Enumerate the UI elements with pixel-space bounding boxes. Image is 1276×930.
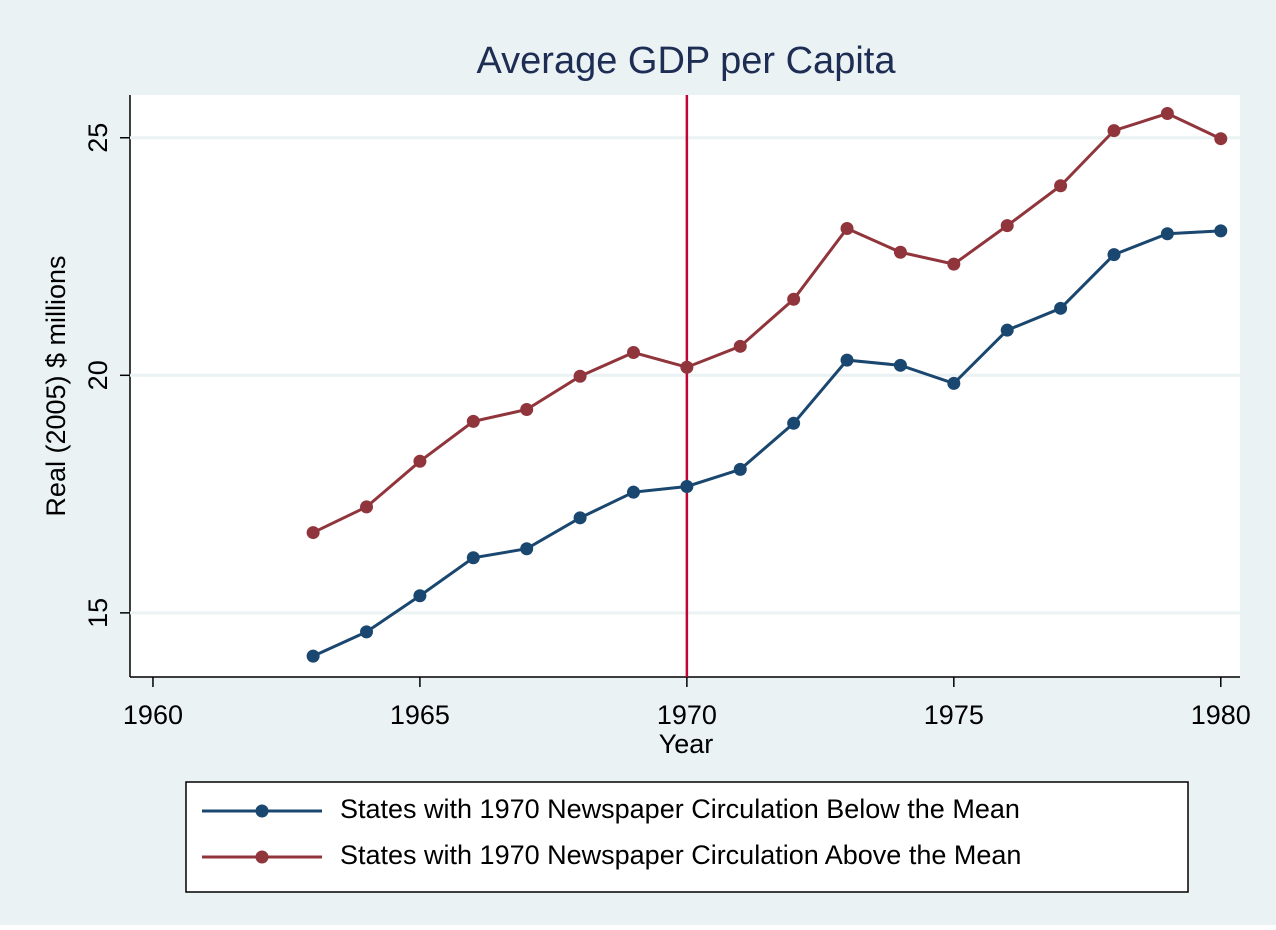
y-axis-label: Real (2005) $ millions xyxy=(41,255,71,516)
data-point xyxy=(520,542,534,556)
series-line xyxy=(312,229,1221,658)
x-tick-label: 1970 xyxy=(657,700,717,730)
y-tick-label: 20 xyxy=(83,360,113,390)
data-point xyxy=(306,526,320,540)
x-tick-label: 1975 xyxy=(924,700,984,730)
series-line xyxy=(312,111,1222,534)
data-point xyxy=(840,353,854,367)
data-point xyxy=(787,292,801,306)
data-point xyxy=(360,625,374,639)
legend-marker xyxy=(255,804,269,818)
legend-marker xyxy=(255,850,269,864)
data-point xyxy=(573,511,587,525)
plot-area xyxy=(130,95,1240,677)
data-point xyxy=(1107,248,1121,262)
data-point xyxy=(1160,107,1174,121)
y-tick-label: 25 xyxy=(83,123,113,153)
data-point xyxy=(787,416,801,430)
data-point xyxy=(466,414,480,428)
data-point xyxy=(1000,219,1014,233)
data-point xyxy=(520,403,534,417)
data-point xyxy=(680,360,694,374)
data-point xyxy=(1000,323,1014,337)
data-point xyxy=(947,257,961,271)
data-point xyxy=(413,589,427,603)
data-point xyxy=(1054,301,1068,315)
x-tick-label: 1960 xyxy=(123,700,183,730)
x-tick-label: 1980 xyxy=(1191,700,1251,730)
x-axis-label: Year xyxy=(659,729,714,759)
data-point xyxy=(893,245,907,259)
data-point xyxy=(360,500,374,514)
legend-label: States with 1970 Newspaper Circulation A… xyxy=(340,840,1021,870)
data-point xyxy=(733,339,747,353)
data-point xyxy=(680,479,694,493)
legend-box xyxy=(185,781,1189,893)
data-point xyxy=(626,485,640,499)
data-point xyxy=(413,454,427,468)
data-point xyxy=(1160,227,1174,241)
data-point xyxy=(466,551,480,565)
data-point xyxy=(1214,132,1228,146)
data-point xyxy=(1054,179,1068,193)
legend-label: States with 1970 Newspaper Circulation B… xyxy=(340,794,1020,824)
data-point xyxy=(893,358,907,372)
data-point xyxy=(733,462,747,476)
chart-title: Average GDP per Capita xyxy=(477,40,897,82)
data-point xyxy=(1107,124,1121,138)
x-tick-label: 1965 xyxy=(390,700,450,730)
data-point xyxy=(947,376,961,390)
data-point xyxy=(1214,224,1228,238)
data-point xyxy=(626,346,640,360)
data-point xyxy=(306,649,320,663)
y-tick-label: 15 xyxy=(83,598,113,628)
data-point xyxy=(840,222,854,236)
data-point xyxy=(573,369,587,383)
